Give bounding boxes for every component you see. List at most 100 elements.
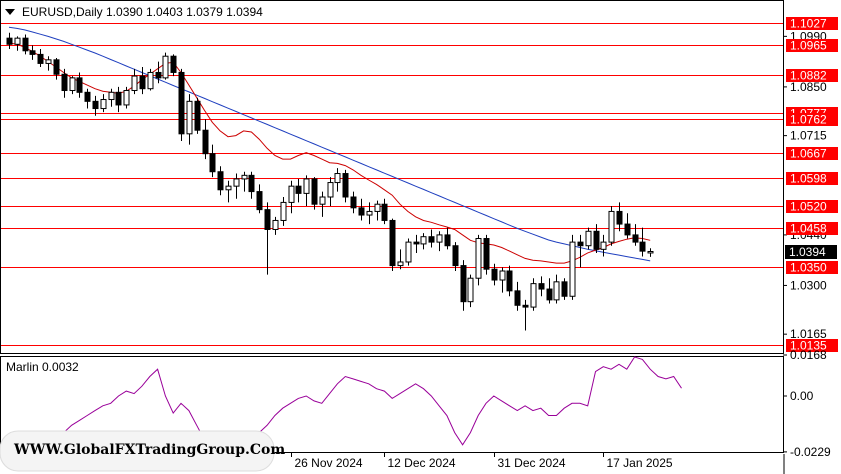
level-label-bg [786,113,838,126]
candle-body [467,277,474,303]
candle-body [108,91,115,101]
candle-body [92,100,99,110]
candle [374,200,381,221]
candle-body [209,153,216,173]
candle [69,76,76,95]
candle-body [76,77,83,93]
candle [585,227,592,250]
candle-body [514,290,521,306]
candle-body [272,219,279,230]
time-tick-label: 17 Jan 2025 [607,456,673,470]
candle-body [436,234,443,243]
oscillator-axis: 0.0168 0.00 -0.0229 [783,348,831,459]
oscillator-tick-label: 0.0168 [790,348,827,362]
candle-body [358,207,365,216]
candle-body [483,238,490,270]
candle [115,86,122,113]
candle-body [374,203,381,212]
candle-body [522,304,529,308]
candle [358,198,365,221]
candle-body [639,241,646,252]
candle [538,276,545,297]
candle [553,274,560,304]
candle-body [217,171,224,191]
candle-body [295,185,302,194]
candle [61,68,68,98]
candle [29,45,36,60]
level-label-bg [786,39,838,52]
candle-body [61,73,68,92]
candle-body [319,196,326,205]
candle-body [585,230,592,247]
candle-body [506,270,513,292]
current-price-bg [785,245,837,259]
candle [45,56,52,71]
candle-body [530,283,537,308]
candle [522,299,529,331]
level-label: 1.0350 [790,261,827,275]
triangle-down-icon[interactable] [5,9,15,15]
candle-body [491,268,498,281]
candle-body [139,75,146,90]
candle [108,88,115,107]
candle-body [616,210,623,225]
candle [288,180,295,214]
candle-body [288,185,295,203]
candle [178,68,185,142]
candle [624,213,631,239]
watermark-badge: WWW.GlobalFXTradingGroup.Com [0,430,285,472]
candle [334,168,341,192]
candlestick-series [6,32,654,331]
level-label: 1.1027 [790,17,827,31]
level-label: 1.0965 [790,39,827,53]
oscillator-tick-label: 0.00 [790,389,814,403]
level-label-bg [786,147,838,160]
candle-body [233,178,240,187]
time-tick-label: 31 Dec 2024 [498,456,566,470]
candle-body [115,91,122,106]
candle [123,86,130,109]
candle [6,32,13,49]
candle [280,196,287,226]
candle [319,191,326,217]
candle-body [178,71,185,135]
indicator-header: Marlin 0.0032 [6,360,79,374]
candle [194,97,201,134]
candle [381,198,388,225]
candle-body [350,196,357,209]
candle [241,171,248,192]
candle [389,218,396,271]
candle-body [45,59,52,64]
candle-body [170,55,177,73]
candle-body [334,173,341,184]
price-tick-label: 1.0300 [790,278,827,292]
candle [14,36,21,51]
level-label-bg [786,200,838,213]
candle-body [303,178,310,194]
candle-body [647,251,654,254]
candle [248,171,255,199]
candle [303,175,310,207]
candle [647,248,654,257]
candle [491,263,498,286]
candle-body [327,182,334,198]
candle-body [37,53,44,64]
candle-body [553,281,560,301]
candle [460,260,467,311]
level-label-bg [786,69,838,82]
candle-body [342,173,349,198]
candle [499,267,506,293]
candle [131,68,138,95]
candle [92,95,99,116]
candle [444,227,451,250]
main-chart-frame [0,0,784,354]
candle-body [22,37,29,52]
candle-body [546,288,553,301]
candle [530,278,537,311]
candle [22,34,29,55]
candle [546,278,553,304]
candle [84,88,91,109]
candle [452,242,459,271]
candle-body [499,270,506,281]
